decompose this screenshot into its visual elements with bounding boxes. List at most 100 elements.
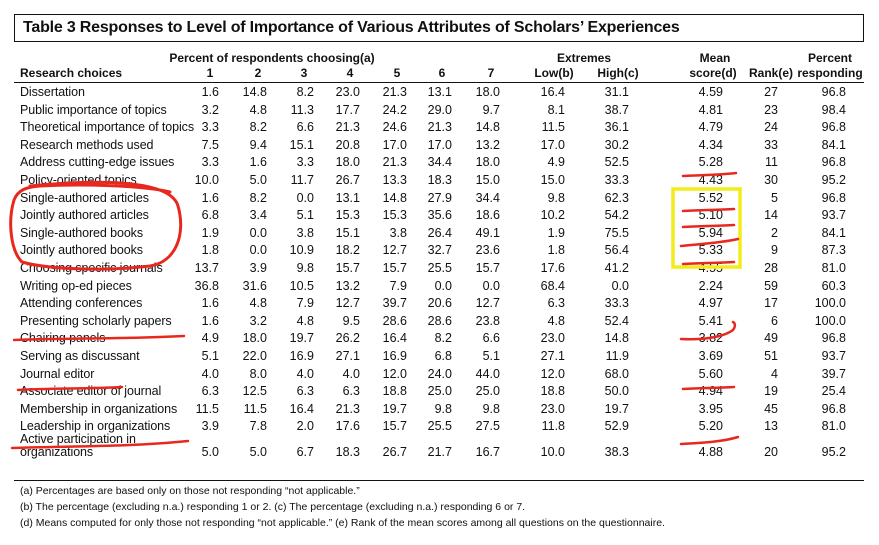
- table-cell: 23.0: [540, 401, 565, 416]
- table-cell: 16.4: [289, 401, 314, 416]
- table-cell: 23.0: [335, 85, 360, 99]
- table-cell: 18.8: [540, 384, 565, 399]
- footnote-a: (a) Percentages are based only on those …: [20, 485, 360, 497]
- table-cell: 15.1: [335, 225, 360, 240]
- table-cell: 21.3: [427, 120, 452, 135]
- table-cell: 5.52: [698, 190, 723, 205]
- row-label: Address cutting-edge issues: [20, 155, 175, 170]
- table-cell: 16.4: [540, 85, 565, 99]
- table-cell: 18.0: [335, 155, 360, 170]
- table-cell: 12.7: [382, 243, 407, 258]
- table-cell: 14.8: [475, 120, 500, 135]
- table-cell: 34.4: [475, 190, 500, 205]
- table-cell: 25.4: [821, 384, 846, 399]
- table-cell: 5.1: [296, 208, 314, 223]
- row-label: Active participation in: [20, 432, 136, 446]
- table-cell: 20.8: [335, 137, 360, 152]
- table-cell: 15.7: [382, 419, 407, 434]
- table-cell: 3.69: [698, 349, 723, 363]
- table-cell: 4.0: [201, 366, 219, 381]
- table-cell: 28.6: [427, 313, 452, 328]
- row-label: Writing op-ed pieces: [20, 278, 132, 293]
- row-label: Jointly authored books: [20, 243, 143, 258]
- table-cell: 6.6: [482, 331, 500, 346]
- table-cell: 96.8: [821, 120, 846, 135]
- table-cell: 10.0: [194, 173, 219, 187]
- table-cell: 11.5: [541, 120, 565, 135]
- table-cell: 6.8: [434, 349, 452, 363]
- table-cell: 8.2: [434, 331, 452, 346]
- table-cell: 13.1: [427, 85, 452, 99]
- table-cell: 6: [771, 313, 778, 328]
- table-cell: 20: [764, 445, 778, 459]
- table-cell: 38.7: [604, 102, 629, 117]
- table-cell: 23: [764, 102, 778, 117]
- table-cell: 27.1: [335, 349, 360, 363]
- table-cell: 0.0: [296, 190, 314, 205]
- header-rank: Rank(e): [748, 66, 794, 80]
- table-cell: 4.8: [296, 313, 314, 328]
- table-cell: 8.2: [249, 120, 267, 135]
- table-cell: 6.3: [342, 384, 360, 399]
- header-percent-group: Percent of respondents choosing(a): [169, 51, 375, 65]
- table-cell: 24.6: [382, 120, 407, 135]
- table-cell: 0.0: [611, 278, 629, 293]
- table-cell: 12.0: [382, 366, 407, 381]
- table-cell: 1.6: [249, 155, 267, 170]
- table-cell: 30.2: [604, 137, 629, 152]
- table-cell: 5.33: [698, 243, 723, 258]
- table-cell: 59: [764, 278, 778, 293]
- table-cell: 98.4: [821, 102, 846, 117]
- table-cell: 4.8: [249, 102, 267, 117]
- table-cell: 33: [764, 137, 778, 152]
- table-cell: 4: [771, 366, 778, 381]
- table-cell: 5.20: [698, 419, 723, 434]
- table-cell: 4.97: [698, 296, 723, 311]
- header-mean-bottom: score(d): [689, 66, 737, 80]
- table-cell: 5.1: [482, 349, 500, 363]
- table-cell: 9.7: [482, 102, 500, 117]
- table-cell: 17.6: [335, 419, 360, 434]
- row-label: Associate editor of journal: [20, 384, 162, 399]
- table-cell: 18.0: [475, 85, 500, 99]
- table-cell: 9: [771, 243, 778, 258]
- table-cell: 36.8: [194, 278, 219, 293]
- table-cell: 60.3: [821, 278, 846, 293]
- table-cell: 10.9: [289, 243, 314, 258]
- table-cell: 15.7: [475, 261, 500, 275]
- table-cell: 38.3: [604, 445, 629, 459]
- table-cell: 11.9: [605, 349, 629, 363]
- table-cell: 10.0: [540, 445, 565, 459]
- table-cell: 68.4: [540, 278, 565, 293]
- table-cell: 6.3: [296, 384, 314, 399]
- table-cell: 49.1: [475, 225, 500, 240]
- table-cell: 27.1: [540, 349, 565, 363]
- table-cell: 6.3: [201, 384, 219, 399]
- table-cell: 26.7: [382, 445, 407, 459]
- table-cell: 26.7: [335, 173, 360, 187]
- table-cell: 21.3: [382, 85, 407, 99]
- header-scale-2: 2: [254, 66, 262, 80]
- table-cell: 96.8: [821, 85, 846, 99]
- table-title: Table 3 Responses to Level of Importance…: [23, 19, 680, 36]
- header-scale-6: 6: [438, 66, 446, 80]
- table-cell: 39.7: [821, 366, 846, 381]
- table-cell: 3.3: [201, 155, 219, 170]
- table-cell: 4.0: [342, 366, 360, 381]
- table-cell: 96.8: [821, 401, 846, 416]
- table-cell: 13.1: [335, 190, 360, 205]
- table-cell: 31.6: [242, 278, 267, 293]
- table-cell: 17.7: [335, 102, 360, 117]
- table-cell: 18.8: [382, 384, 407, 399]
- table-cell: 4.0: [296, 366, 314, 381]
- table-cell: 26.2: [335, 331, 360, 346]
- table-cell: 25.0: [427, 384, 452, 399]
- table-cell: 6.3: [547, 296, 565, 311]
- table-cell: 13.2: [475, 137, 500, 152]
- table-cell: 8.2: [296, 85, 314, 99]
- table-cell: 3.9: [201, 419, 219, 434]
- table-cell: 15.0: [540, 173, 565, 187]
- table-cell: 16.9: [382, 349, 407, 363]
- table-cell: 15.0: [475, 173, 500, 187]
- table-cell: 18.0: [475, 155, 500, 170]
